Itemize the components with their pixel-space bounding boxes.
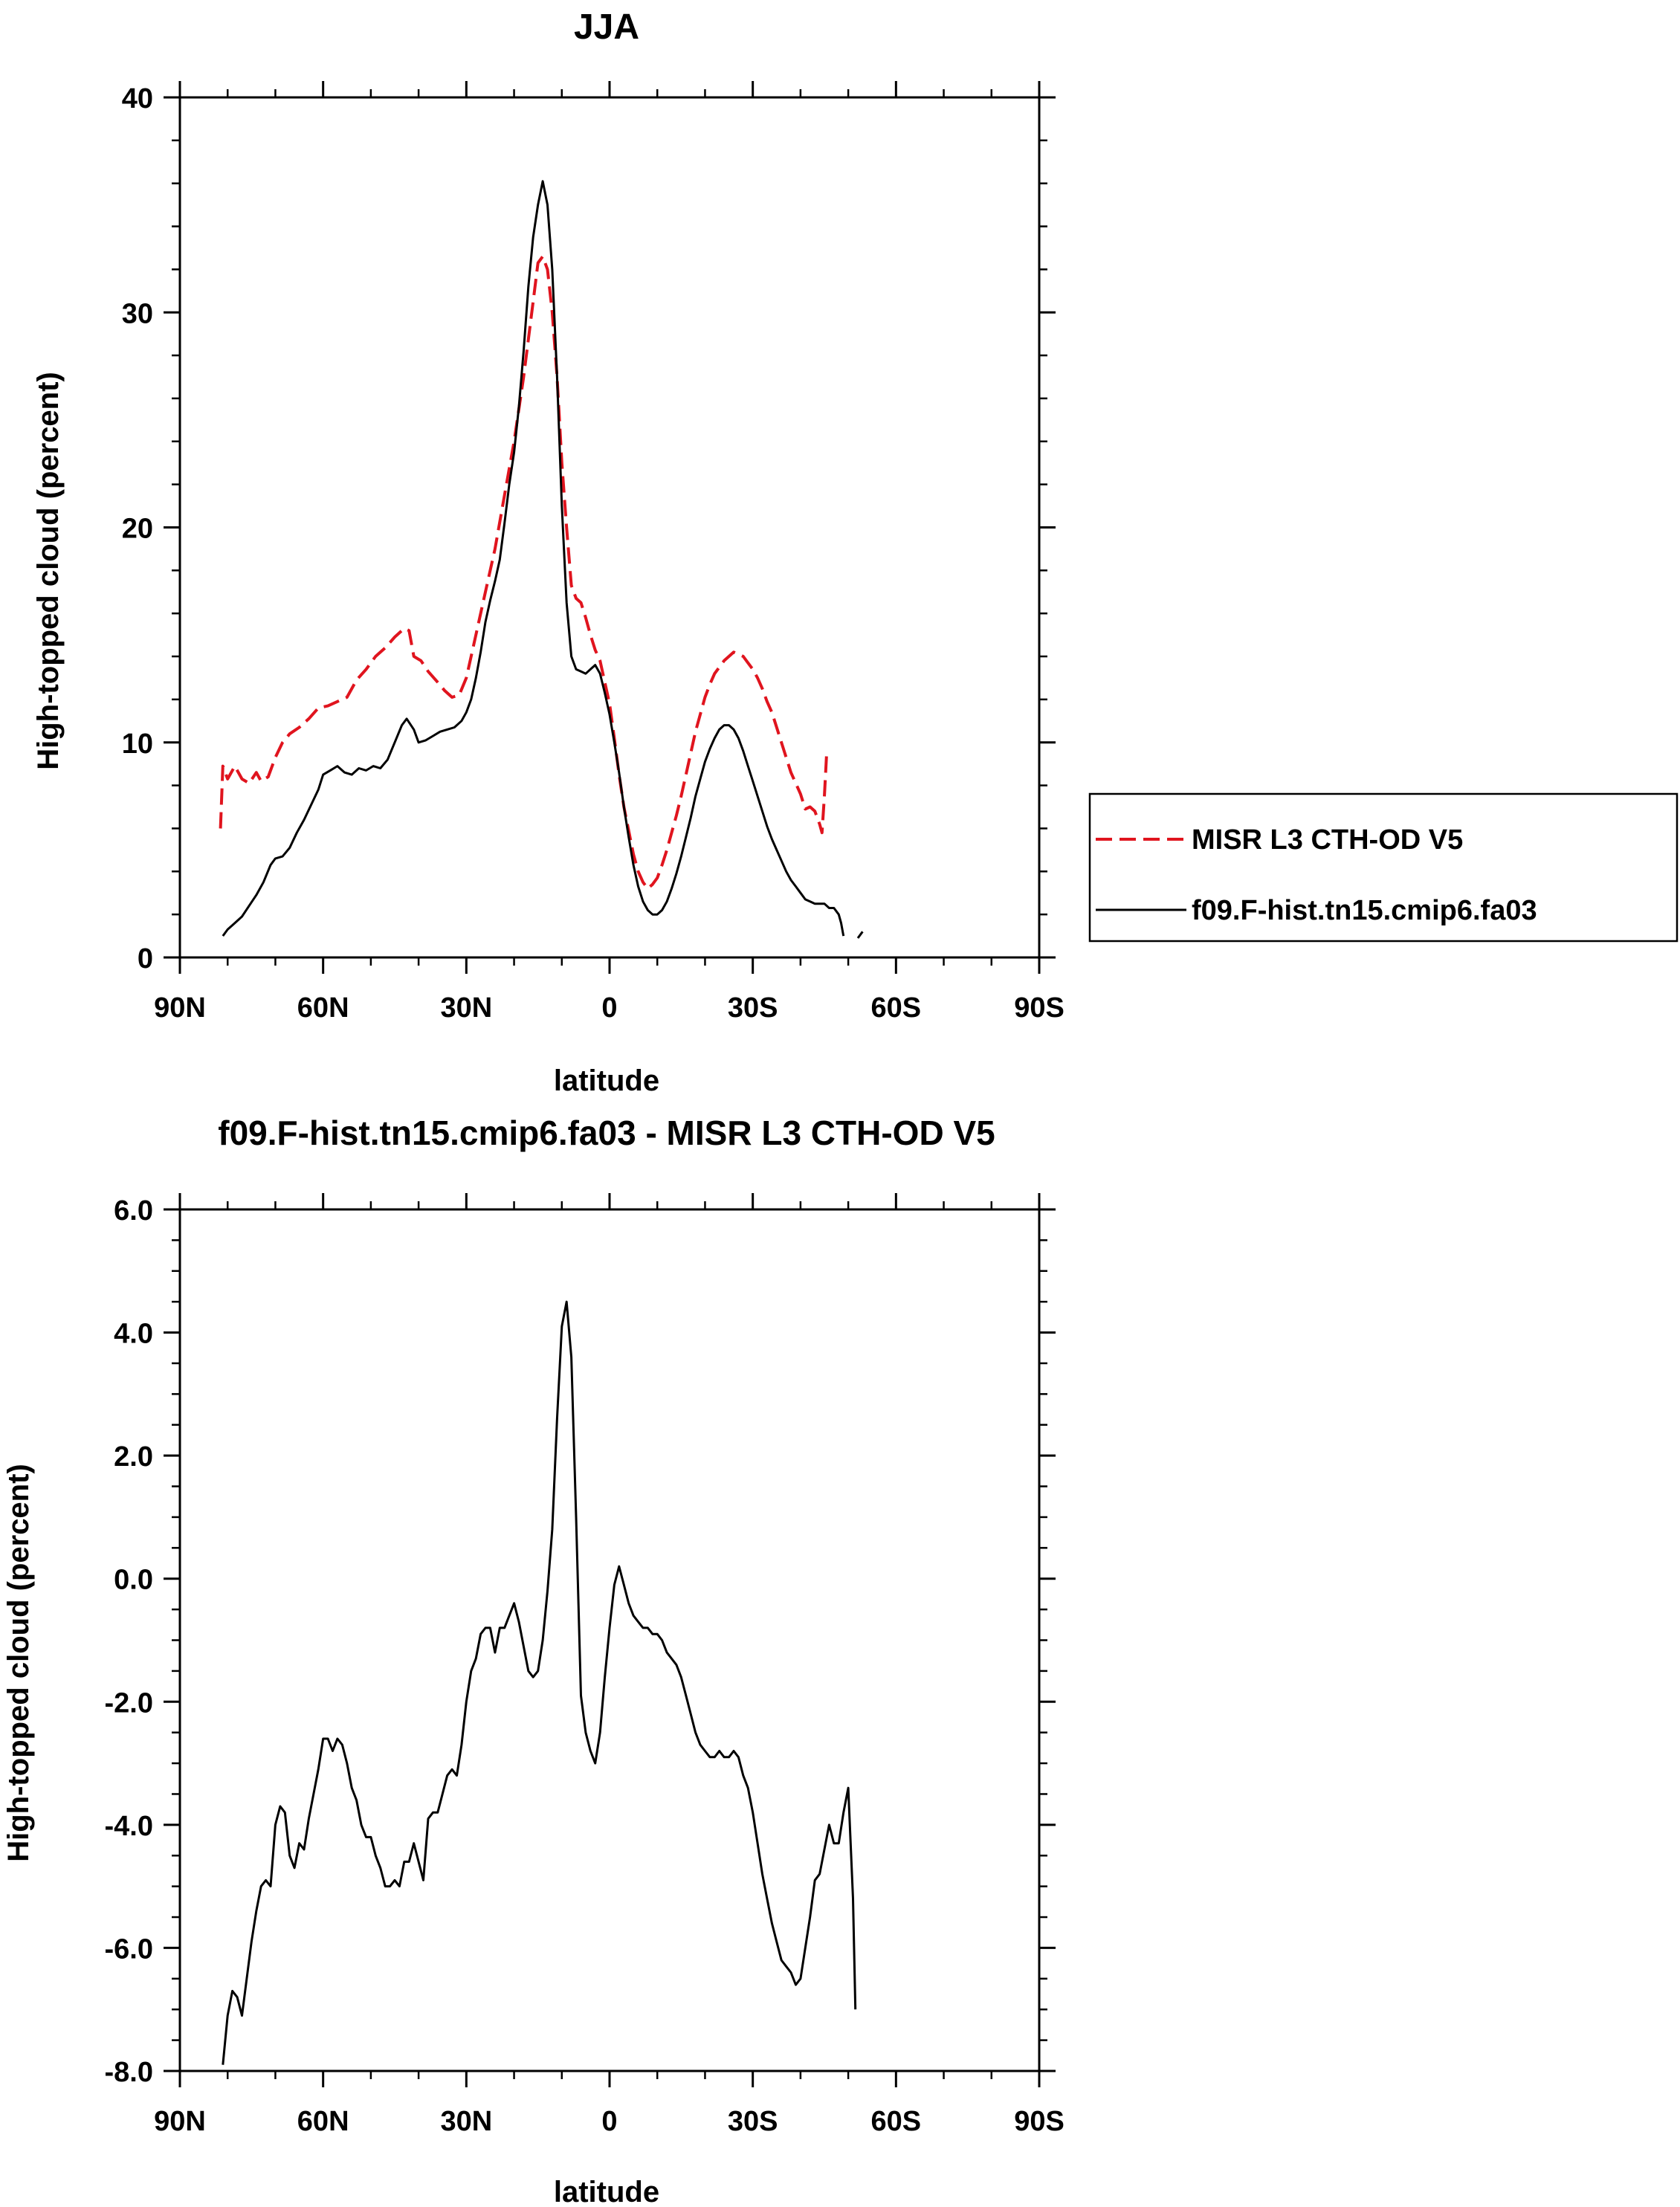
bottom-x-tick-label: 90S [1014, 2106, 1064, 2137]
bottom-panel: f09.F-hist.tn15.cmip6.fa03 - MISR L3 CTH… [2, 1114, 1064, 2207]
bottom-x-tick-label: 30N [440, 2106, 492, 2137]
top-x-tick-label: 30N [440, 992, 492, 1024]
top-x-tick-label: 30S [728, 992, 778, 1024]
top-x-tick-label: 90S [1014, 992, 1064, 1024]
bottom-x-axis-label: latitude [554, 2176, 659, 2207]
top-plot-area: 90N 60N 30N 0 30S 60S 90S 0 10 20 30 40 [122, 81, 1064, 1024]
top-series-line-1 [219, 255, 829, 891]
bottom-y-axis-label: High-topped cloud (percent) [2, 1464, 35, 1862]
bottom-y-tick-label: -4.0 [105, 1811, 153, 1842]
top-y-axis-label: High-topped cloud (percent) [32, 372, 65, 770]
bottom-y-tick-label: -2.0 [105, 1687, 153, 1719]
bottom-x-tick-label: 60S [871, 2106, 922, 2137]
bottom-y-tick-label: -8.0 [105, 2057, 153, 2088]
bottom-x-tick-label: 90N [154, 2106, 206, 2137]
legend-label-misr: MISR L3 CTH-OD V5 [1192, 824, 1463, 856]
bottom-plot-frame [178, 1208, 1041, 2072]
bottom-y-tick-label: -6.0 [105, 1933, 153, 1965]
bottom-x-tick-label: 0 [601, 2106, 617, 2137]
legend-label-model: f09.F-hist.tn15.cmip6.fa03 [1192, 895, 1537, 926]
top-plot-frame [178, 96, 1041, 959]
top-y-tick-label: 0 [138, 943, 153, 975]
legend: MISR L3 CTH-OD V5 f09.F-hist.tn15.cmip6.… [1088, 792, 1679, 943]
bottom-x-tick-label: 60N [297, 2106, 349, 2137]
top-x-tick-label: 60N [297, 992, 349, 1024]
top-x-tick-label: 60S [871, 992, 922, 1024]
bottom-y-tick-label: 0.0 [114, 1565, 153, 1596]
bottom-chart-title: f09.F-hist.tn15.cmip6.fa03 - MISR L3 CTH… [218, 1114, 995, 1152]
bottom-y-tick-label: 6.0 [114, 1195, 153, 1227]
bottom-series-line-1 [222, 1300, 857, 2065]
top-x-tick-label: 90N [154, 992, 206, 1024]
bottom-x-tick-label: 30S [728, 2106, 778, 2137]
legend-box [1088, 792, 1679, 943]
top-y-tick-label: 30 [122, 298, 153, 329]
top-panel: JJA 90N 60N 30N 0 30S 60S 90S 0 10 20 30 40 latitud… [32, 7, 1064, 1097]
top-series-line-2 [222, 180, 864, 939]
top-x-tick-label: 0 [601, 992, 617, 1024]
top-y-tick-label: 40 [122, 83, 153, 114]
top-x-axis-label: latitude [554, 1064, 659, 1097]
bottom-y-tick-label: 2.0 [114, 1441, 153, 1473]
bottom-plot-area: 90N 60N 30N 0 30S 60S 90S -8.0 -6.0 -4.0 -2.0 0.0 2.… [105, 1193, 1064, 2137]
bottom-y-tick-label: 4.0 [114, 1319, 153, 1350]
top-y-tick-label: 20 [122, 514, 153, 545]
top-y-tick-label: 10 [122, 728, 153, 760]
top-chart-title: JJA [574, 7, 639, 47]
